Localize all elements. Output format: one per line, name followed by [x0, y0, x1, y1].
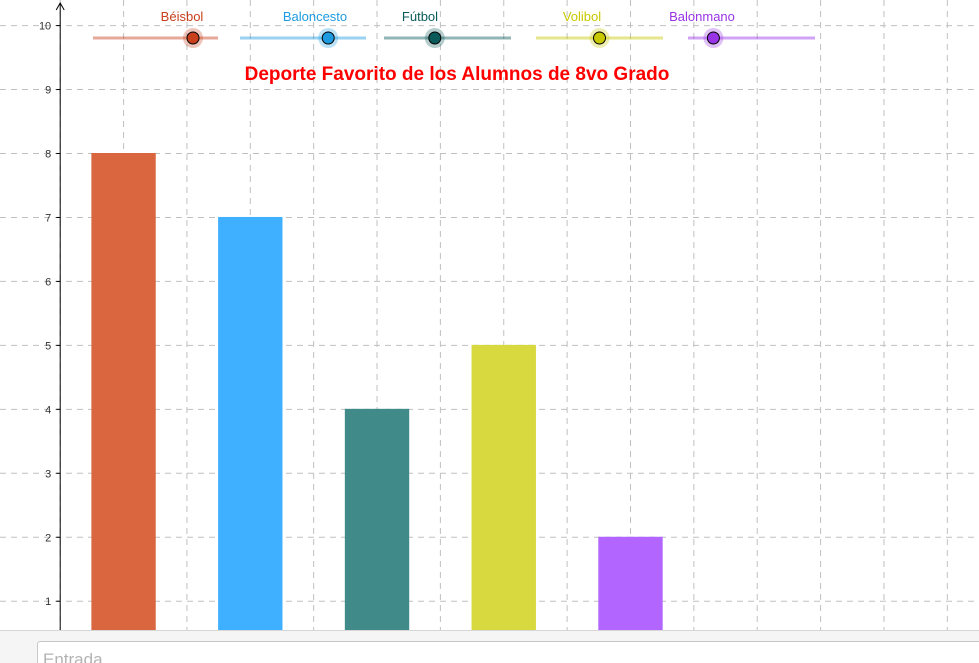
graphics-view[interactable]: 1 2 3 4 5 6 7 8 9 10 Béisbol Baloncesto Fútbol Volib…: [0, 0, 979, 630]
y-tick-label: 7: [45, 212, 51, 224]
input-bar: Entrada: [0, 630, 979, 663]
slider-label: Baloncesto: [283, 9, 347, 24]
slider-2[interactable]: Baloncesto: [240, 9, 366, 48]
slider-label: Fútbol: [402, 9, 438, 24]
slider-3[interactable]: Fútbol: [384, 9, 511, 48]
y-tick-label: 4: [45, 404, 51, 416]
y-tick-label: 10: [39, 21, 51, 33]
y-tick-label: 6: [45, 276, 51, 288]
slider-knob[interactable]: [321, 31, 335, 45]
input-placeholder: Entrada: [43, 650, 103, 663]
bar-3: [344, 408, 410, 630]
y-tick-label: 9: [45, 85, 51, 97]
y-tick-label: 3: [45, 468, 51, 480]
bar-5: [598, 536, 663, 630]
input-field[interactable]: Entrada: [37, 641, 979, 663]
slider-label: Balonmano: [669, 9, 735, 24]
slider-knob[interactable]: [428, 31, 442, 45]
y-tick-label: 8: [45, 149, 51, 161]
slider-1[interactable]: Béisbol: [93, 9, 218, 48]
y-tick-label: 2: [45, 532, 51, 544]
slider-5[interactable]: Balonmano: [669, 9, 815, 48]
slider-4[interactable]: Volibol: [536, 9, 663, 48]
slider-knob[interactable]: [593, 31, 606, 45]
slider-label: Béisbol: [161, 9, 204, 24]
y-tick-label: 1: [45, 596, 51, 608]
y-tick-label: 5: [45, 340, 51, 352]
bars: [91, 153, 663, 630]
chart-title: Deporte Favorito de los Alumnos de 8vo G…: [245, 64, 670, 85]
slider-knob[interactable]: [706, 31, 720, 45]
sliders: Béisbol Baloncesto Fútbol Volibol Balonmano: [93, 9, 815, 48]
bar-2: [218, 216, 283, 630]
y-axis: [55, 1, 65, 630]
y-axis-arrowhead: [55, 1, 65, 11]
slider-knob[interactable]: [186, 31, 200, 45]
bar-4: [471, 344, 536, 630]
bar-chart: 1 2 3 4 5 6 7 8 9 10 Béisbol Baloncesto Fútbol Volib…: [0, 0, 979, 630]
slider-label: Volibol: [563, 9, 601, 24]
y-tick-labels: 1 2 3 4 5 6 7 8 9 10: [39, 21, 61, 608]
bar-1: [91, 153, 156, 630]
